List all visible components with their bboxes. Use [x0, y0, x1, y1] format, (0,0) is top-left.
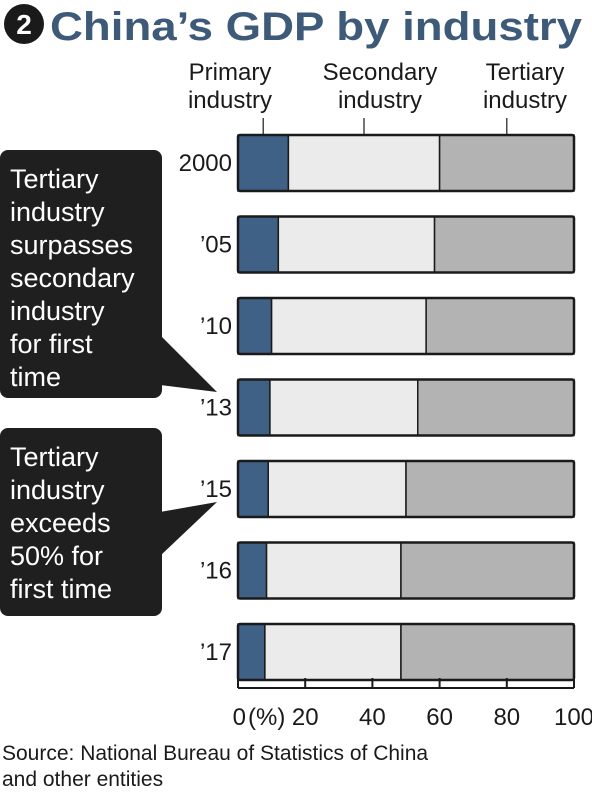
callout-text-line: for first [10, 329, 93, 359]
x-axis-unit: (%) [248, 704, 285, 731]
x-tick-label: 20 [292, 704, 319, 731]
bar-segment [237, 297, 273, 355]
bar-segment [269, 378, 419, 437]
bar-segment [237, 215, 280, 274]
bar-segment [433, 215, 575, 274]
title-text: China’s GDP by industry [50, 5, 583, 49]
category-label: ’10 [200, 313, 232, 340]
title-badge-number: 2 [16, 9, 32, 40]
bar-outline [236, 215, 576, 274]
title-badge-circle [4, 4, 44, 44]
bar-segment [287, 134, 441, 192]
legend-label: industry [188, 87, 272, 114]
bar-outline [236, 378, 576, 437]
x-tick-label: 80 [493, 704, 520, 731]
bar-outline [236, 296, 576, 356]
x-tick-label: 40 [359, 704, 386, 731]
x-axis: 0 20 40 60 80 100 (%) [233, 678, 592, 731]
callout-box [0, 150, 162, 398]
source-note: Source: National Bureau of Statistics of… [2, 742, 428, 791]
bar-segment [417, 378, 575, 437]
callout-text-line: surpasses [10, 230, 133, 260]
callout-text-line: exceeds [10, 508, 111, 538]
bar-segment [400, 623, 575, 681]
legend-label: Tertiary [486, 59, 565, 86]
bar-segment [237, 378, 271, 437]
x-tick-label: 0 [233, 704, 246, 731]
callout-pointer [160, 502, 217, 556]
callout-text-line: industry [10, 197, 105, 227]
category-label: ’15 [200, 476, 232, 503]
category-labels: 2000 ’05 ’10 ’13 ’15 ’16 ’17 [179, 150, 232, 666]
bar-outline [236, 541, 576, 600]
chart-title: 2 China’s GDP by industry [4, 4, 583, 49]
bar-segment [267, 460, 407, 518]
bars [236, 133, 576, 682]
category-label: ’16 [200, 558, 232, 585]
bar-segment [425, 297, 575, 355]
bar-segment [237, 134, 290, 192]
callout-text-line: Tertiary [10, 442, 99, 472]
callout-text-line: Tertiary [10, 164, 99, 194]
bar-segment [237, 623, 266, 681]
callout-text-line: first time [10, 574, 112, 604]
category-label: ’05 [200, 232, 232, 259]
bar-segment [270, 297, 427, 355]
callout-pointer [160, 335, 217, 392]
bar-segment [237, 460, 269, 518]
bar-segment [438, 134, 575, 192]
category-label: ’17 [200, 639, 232, 666]
category-label: 2000 [179, 150, 232, 177]
bar-segment [237, 541, 268, 600]
bar-outline [236, 133, 576, 193]
bar-segment [277, 215, 436, 274]
source-line: Source: National Bureau of Statistics of… [2, 742, 428, 765]
legend: PrimaryindustrySecondaryindustryTertiary… [188, 59, 567, 114]
legend-label: industry [483, 87, 567, 114]
callout-box [0, 428, 162, 616]
x-tick-label: 60 [426, 704, 453, 731]
bar-segment [405, 460, 575, 518]
legend-label: Primary [189, 59, 272, 86]
legend-label: industry [338, 87, 422, 114]
bar-segment [265, 541, 402, 600]
callout-text-line: industry [10, 296, 105, 326]
bar-outline [236, 622, 576, 682]
legend-label: Secondary [323, 59, 438, 86]
callout-text-line: secondary [10, 263, 135, 293]
bar-segment [400, 541, 575, 600]
callouts: Tertiaryindustrysurpassessecondaryindust… [0, 150, 217, 616]
category-label: ’13 [200, 395, 232, 422]
callout: Tertiaryindustrysurpassessecondaryindust… [0, 150, 217, 398]
bar-segment [264, 623, 402, 681]
bar-outline [236, 459, 576, 519]
callout-text-line: industry [10, 475, 105, 505]
callout-text-line: time [10, 362, 61, 392]
x-tick-label: 100 [554, 704, 592, 731]
callout-text-line: 50% for [10, 541, 103, 571]
source-line: and other entities [2, 768, 163, 791]
